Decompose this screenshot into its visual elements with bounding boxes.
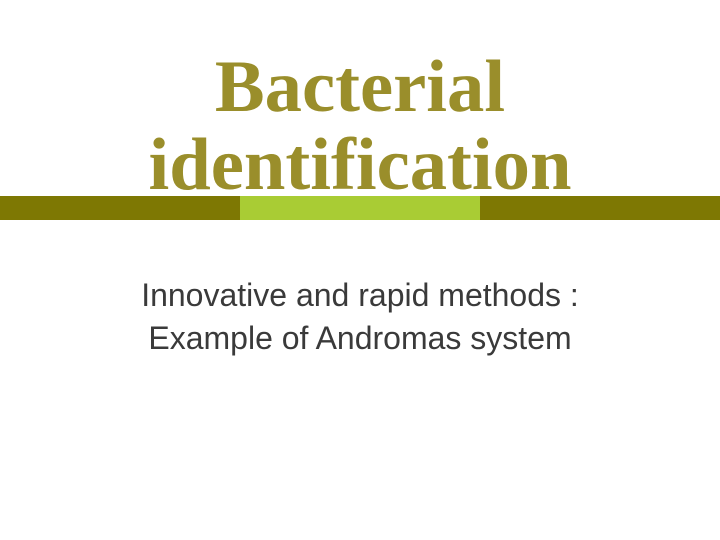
divider-bar bbox=[0, 196, 720, 220]
title-line-1: Bacterial bbox=[215, 45, 505, 128]
title-line-2: identification bbox=[148, 123, 571, 206]
slide: Bacterial identification Innovative and … bbox=[0, 0, 720, 540]
subtitle-line-1: Innovative and rapid methods : bbox=[141, 277, 579, 313]
slide-title: Bacterial identification bbox=[0, 48, 720, 205]
bar-segment-2 bbox=[240, 196, 480, 220]
bar-segment-3 bbox=[480, 196, 720, 220]
subtitle-line-2: Example of Andromas system bbox=[148, 320, 571, 356]
slide-subtitle: Innovative and rapid methods : Example o… bbox=[0, 274, 720, 360]
bar-segment-1 bbox=[0, 196, 240, 220]
